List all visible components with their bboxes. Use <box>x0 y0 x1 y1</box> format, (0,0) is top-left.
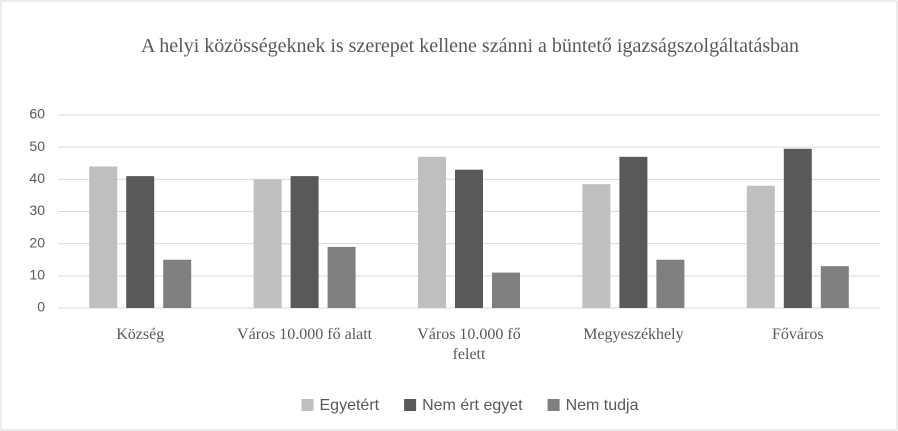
legend-label: Nem tudja <box>566 397 639 414</box>
bar <box>126 176 155 308</box>
bar <box>163 259 192 308</box>
bar <box>290 176 319 308</box>
bar <box>656 259 685 308</box>
bar <box>418 156 446 308</box>
x-tick-label: Község <box>116 326 164 343</box>
legend-swatch <box>547 399 560 411</box>
y-tick-label: 30 <box>29 202 45 218</box>
legend-label: Egyetért <box>320 397 380 414</box>
bar <box>783 148 812 308</box>
x-tick-label: Város 10.000 fő felett <box>417 326 521 363</box>
bar <box>820 266 849 308</box>
legend-swatch <box>404 399 417 411</box>
y-tick-label: 40 <box>29 170 45 186</box>
bar <box>89 166 118 308</box>
bar <box>582 184 611 308</box>
y-tick-label: 0 <box>37 299 45 315</box>
bar <box>253 179 282 308</box>
legend-swatch <box>301 399 314 411</box>
bar <box>746 185 775 308</box>
bar <box>492 272 520 308</box>
x-tick-label: Város 10.000 fő alatt <box>237 326 373 343</box>
y-tick-label: 60 <box>29 106 45 122</box>
y-tick-label: 50 <box>29 138 45 154</box>
bar <box>455 169 483 308</box>
y-tick-label: 20 <box>29 234 45 250</box>
bar <box>619 156 648 308</box>
bar <box>327 246 356 308</box>
x-tick-label: Főváros <box>772 326 824 343</box>
y-tick-label: 10 <box>29 267 45 283</box>
x-tick-label: Megyeszékhely <box>583 326 683 343</box>
chart-title: A helyi közösségeknek is szerepet kellen… <box>141 35 799 57</box>
legend-label: Nem ért egyet <box>422 397 523 414</box>
